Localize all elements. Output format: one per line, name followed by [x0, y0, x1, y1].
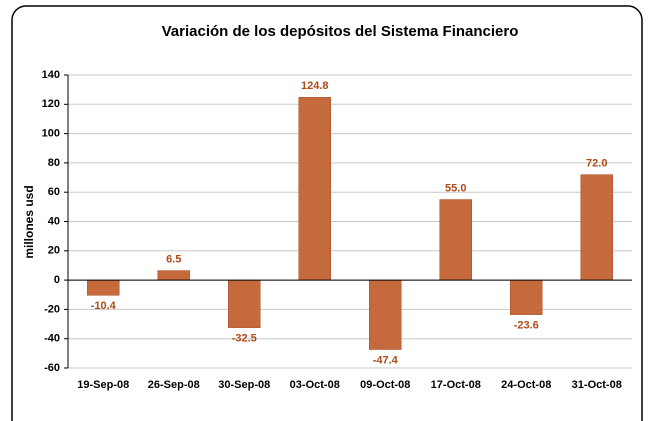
y-tick-label: 40: [48, 215, 60, 227]
x-tick-label: 26-Sep-08: [148, 379, 200, 391]
y-tick-label: 140: [42, 69, 60, 81]
bar: [87, 279, 120, 296]
bar: [228, 279, 261, 328]
data-label: 72.0: [586, 158, 607, 170]
bar: [439, 199, 472, 281]
x-tick-label: 03-Oct-08: [290, 379, 340, 391]
data-label: -47.4: [373, 354, 399, 366]
data-label: -10.4: [91, 300, 117, 312]
x-tick-label: 31-Oct-08: [572, 379, 622, 391]
x-tick-label: 19-Sep-08: [77, 379, 129, 391]
bar: [510, 279, 543, 315]
y-tick-label: 100: [42, 128, 60, 140]
bar: [580, 174, 613, 281]
y-tick-label: 120: [42, 98, 60, 110]
x-tick-label: 17-Oct-08: [431, 379, 481, 391]
y-tick-label: 60: [48, 186, 60, 198]
y-tick-label: 0: [54, 274, 60, 286]
x-tick-label: 30-Sep-08: [218, 379, 270, 391]
y-tick-label: -60: [44, 362, 60, 374]
bar: [157, 270, 190, 281]
y-tick-label: -40: [44, 333, 60, 345]
chart-title: Variación de los depósitos del Sistema F…: [162, 23, 519, 40]
x-tick-label: 24-Oct-08: [501, 379, 551, 391]
data-label: -32.5: [232, 333, 257, 345]
y-axis-label: millones usd: [22, 185, 36, 258]
data-label: 6.5: [166, 253, 181, 265]
x-tick-label: 09-Oct-08: [360, 379, 410, 391]
y-tick-label: 80: [48, 157, 60, 169]
data-label: 55.0: [445, 182, 466, 194]
y-tick-label: -20: [44, 303, 60, 315]
data-label: 124.8: [301, 80, 329, 92]
y-tick-label: 20: [48, 245, 60, 257]
data-label: -23.6: [514, 320, 539, 332]
bar: [298, 97, 331, 281]
bar: [369, 279, 402, 350]
